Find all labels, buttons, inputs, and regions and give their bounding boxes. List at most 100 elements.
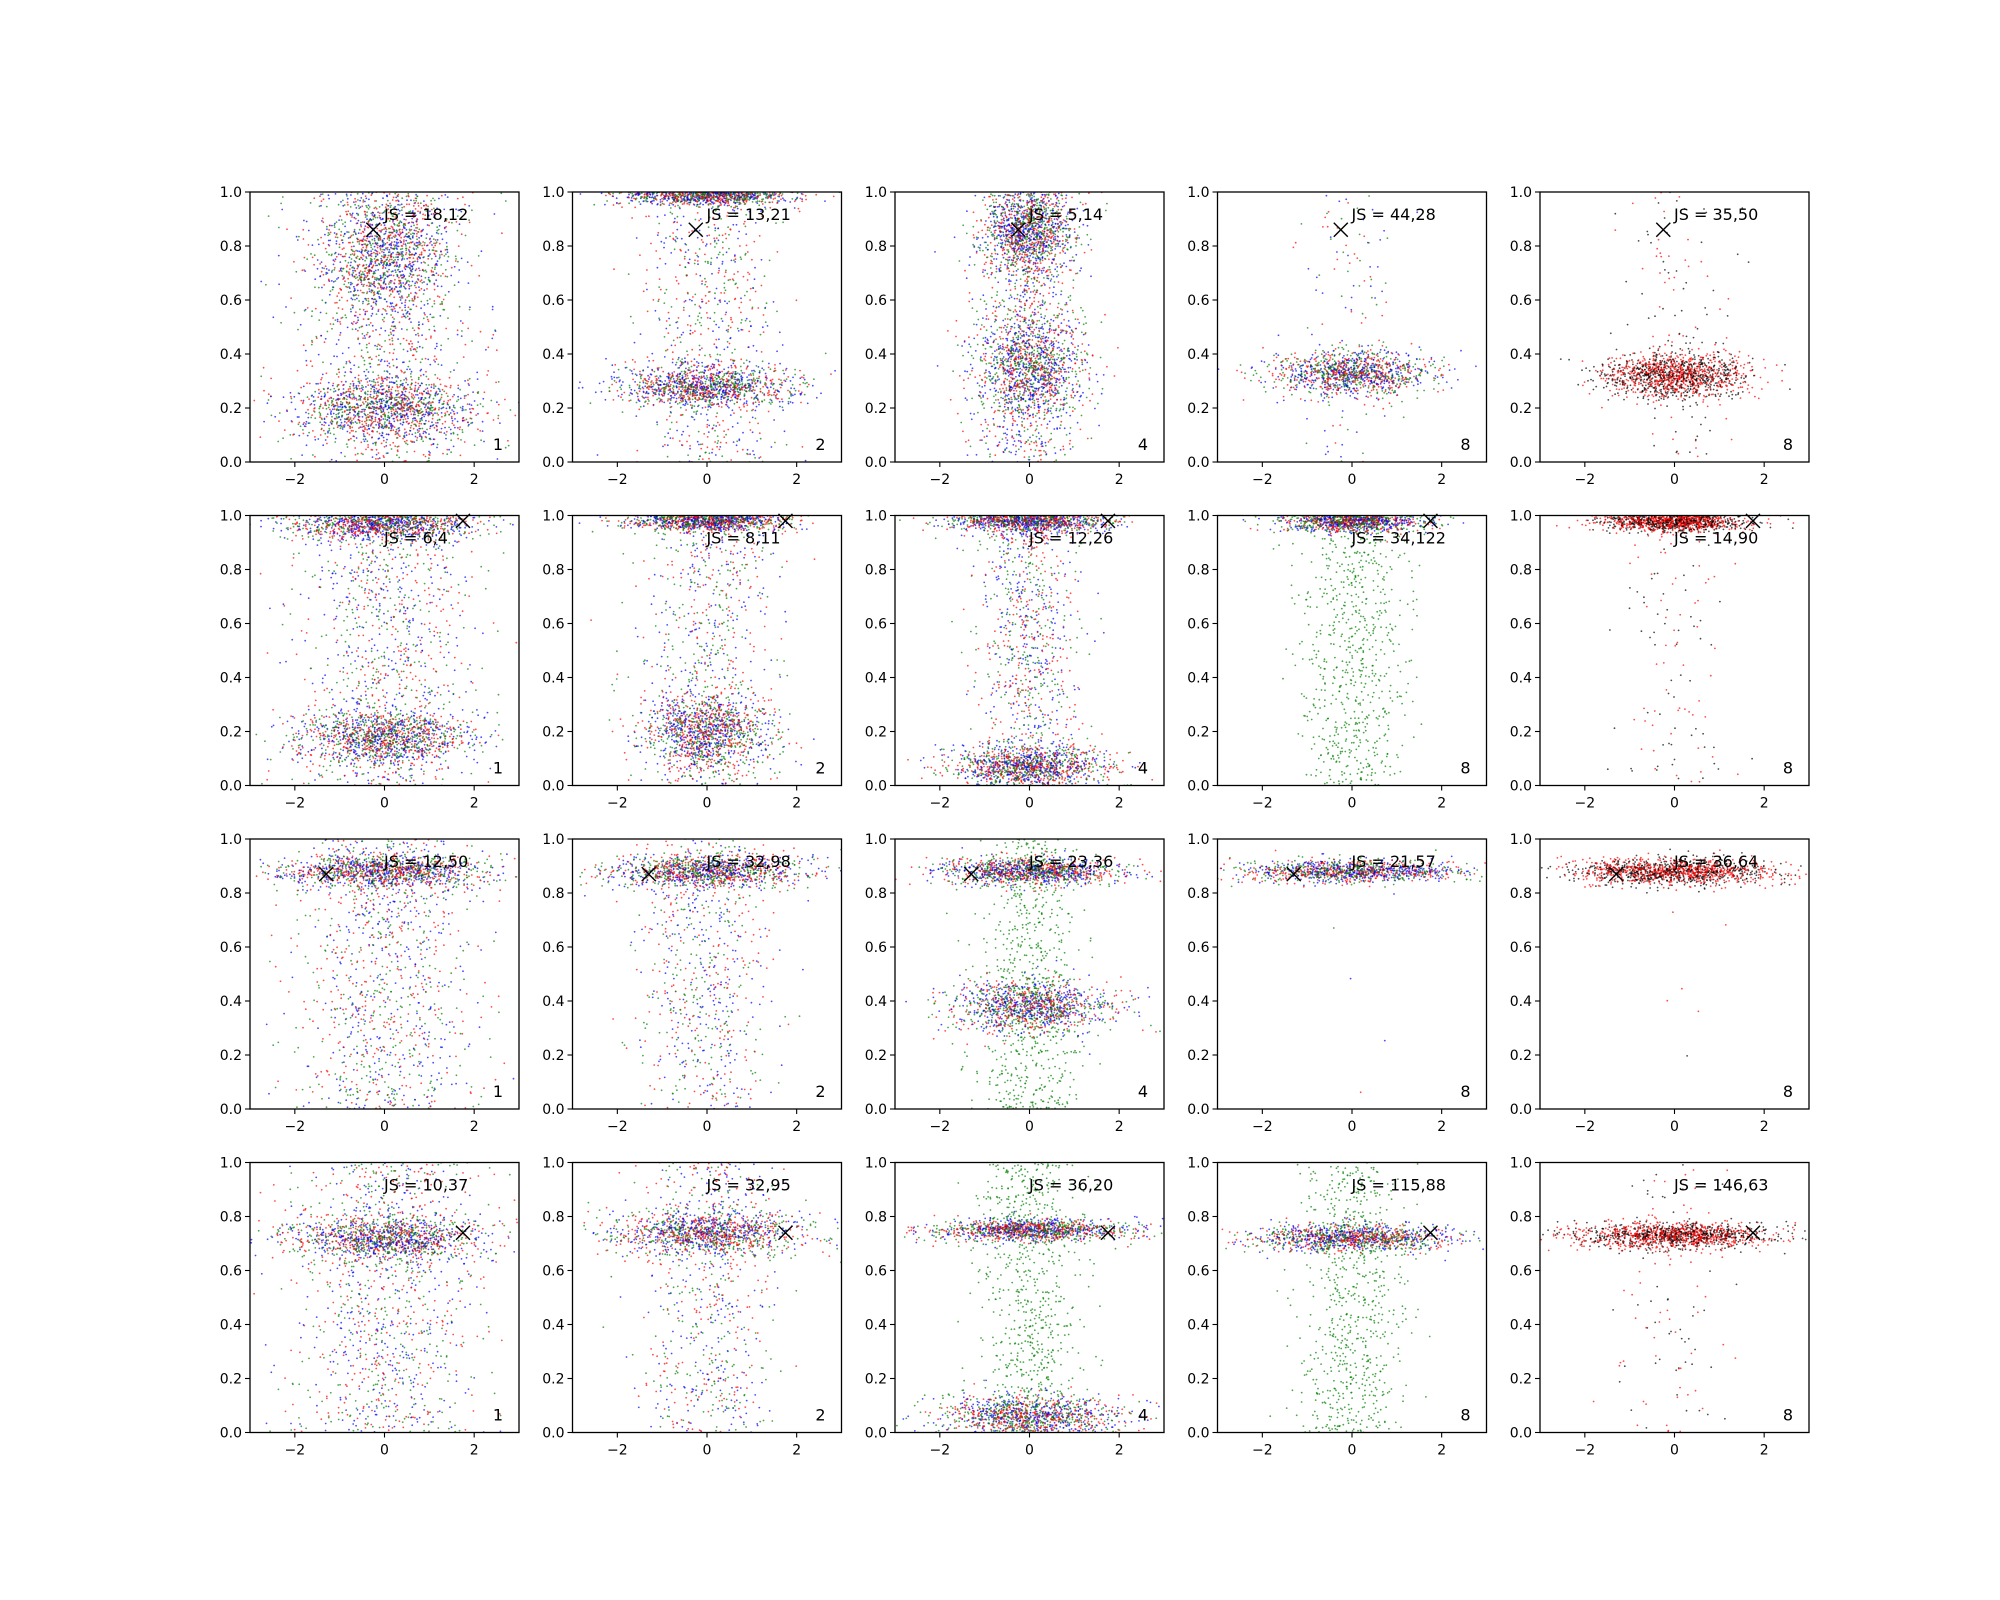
scatter-point	[406, 235, 408, 238]
scatter-point	[669, 235, 671, 238]
scatter-point	[410, 407, 413, 409]
scatter-point	[367, 390, 369, 393]
scatter-point	[682, 306, 685, 309]
scatter-point	[375, 235, 378, 238]
scatter-point	[380, 434, 383, 437]
scatter-point	[404, 418, 407, 420]
scatter-point	[706, 234, 709, 237]
scatter-point	[764, 208, 767, 210]
scatter-point	[401, 228, 404, 231]
scatter-point	[360, 355, 363, 358]
scatter-point	[444, 426, 446, 429]
scatter-point	[658, 394, 661, 396]
scatter-point	[361, 273, 363, 276]
scatter-point	[402, 224, 405, 227]
scatter-point	[352, 385, 355, 387]
scatter-point	[358, 415, 361, 418]
scatter-point	[347, 277, 349, 280]
scatter-point	[267, 399, 270, 401]
scatter-point	[285, 306, 287, 308]
scatter-point	[382, 265, 385, 268]
scatter-point	[456, 197, 459, 200]
scatter-point	[734, 376, 737, 379]
scatter-point	[720, 393, 723, 396]
scatter-point	[382, 222, 385, 224]
scatter-point	[456, 400, 458, 403]
scatter-point	[414, 384, 417, 387]
scatter-point	[342, 235, 345, 238]
scatter-point	[726, 340, 729, 343]
scatter-point	[352, 382, 355, 385]
scatter-point	[364, 195, 367, 198]
scatter-point	[674, 205, 677, 208]
scatter-point	[713, 320, 716, 323]
scatter-point	[694, 392, 697, 394]
scatter-point	[362, 401, 364, 404]
scatter-point	[391, 339, 394, 342]
scatter-point	[402, 276, 405, 278]
scatter-point	[723, 374, 726, 377]
scatter-point	[756, 394, 759, 396]
scatter-point	[351, 241, 354, 244]
scatter-point	[405, 442, 407, 445]
scatter-point	[395, 238, 398, 241]
scatter-point	[347, 413, 350, 416]
scatter-point	[734, 261, 736, 263]
scatter-point	[371, 456, 374, 458]
scatter-point	[429, 425, 432, 428]
scatter-point	[398, 224, 401, 227]
scatter-point	[365, 267, 368, 269]
scatter-point	[356, 222, 359, 225]
scatter-point	[408, 253, 411, 256]
scatter-point	[386, 256, 389, 259]
scatter-point	[329, 388, 332, 391]
scatter-point	[412, 216, 415, 219]
scatter-point	[491, 308, 494, 311]
scatter-point	[472, 391, 474, 393]
scatter-point	[383, 298, 386, 301]
scatter-point	[634, 381, 636, 383]
scatter-point	[385, 397, 388, 400]
scatter-point	[330, 419, 333, 422]
scatter-point	[687, 363, 689, 365]
scatter-point	[361, 426, 363, 428]
scatter-point	[343, 283, 346, 286]
scatter-point	[461, 429, 464, 431]
scatter-point	[385, 390, 388, 392]
scatter-point	[631, 217, 633, 219]
scatter-point	[727, 330, 729, 333]
scatter-point	[627, 273, 630, 275]
scatter-point	[752, 450, 754, 452]
scatter-point	[371, 235, 374, 238]
scatter-point	[688, 298, 691, 301]
scatter-point	[401, 415, 403, 418]
scatter-point	[414, 214, 417, 217]
scatter-point	[368, 282, 371, 284]
scatter-point	[385, 445, 388, 447]
scatter-point	[744, 254, 747, 256]
scatter-point	[358, 419, 361, 422]
scatter-point	[328, 293, 331, 296]
scatter-point	[666, 455, 669, 458]
scatter-point	[453, 265, 456, 268]
scatter-point	[672, 232, 674, 234]
scatter-point	[686, 440, 688, 443]
scatter-point	[371, 211, 374, 214]
scatter-point	[331, 415, 333, 418]
scatter-point	[345, 210, 347, 213]
scatter-point	[311, 310, 314, 313]
scatter-point	[727, 375, 730, 377]
scatter-point	[306, 307, 309, 309]
scatter-point	[425, 403, 427, 406]
scatter-point	[321, 377, 323, 379]
scatter-point	[319, 263, 321, 265]
scatter-point	[423, 200, 425, 203]
scatter-point	[671, 212, 674, 215]
scatter-point	[409, 267, 411, 269]
scatter-point	[346, 264, 349, 267]
scatter-point	[392, 196, 395, 199]
scatter-point	[441, 253, 443, 256]
scatter-point	[675, 298, 678, 300]
scatter-point	[386, 371, 389, 373]
scatter-point	[357, 316, 359, 319]
